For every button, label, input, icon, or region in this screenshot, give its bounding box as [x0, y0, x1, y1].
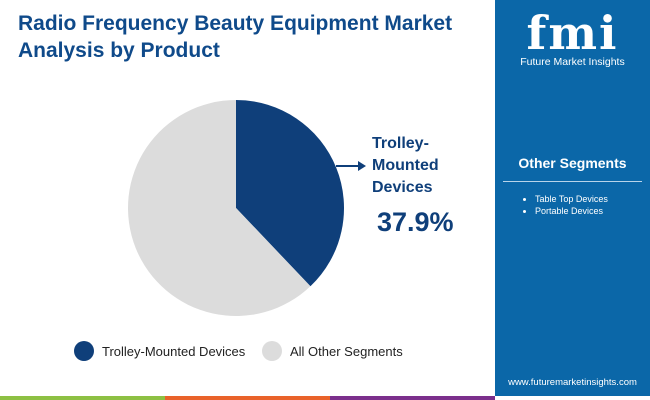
callout-value: 37.9% — [377, 207, 454, 237]
legend-swatch — [74, 341, 94, 361]
segment-item: Table Top Devices — [535, 193, 608, 205]
footer-bar-orange — [165, 396, 330, 400]
sidebar: fmi Future Market Insights Other Segment… — [495, 0, 650, 396]
callout-label: Trolley- Mounted Devices — [372, 133, 439, 199]
other-segments-heading: Other Segments — [518, 155, 627, 171]
legend-swatch — [262, 341, 282, 361]
footer-bar-purple — [330, 396, 495, 400]
fmi-logo: fmi Future Market Insights — [495, 8, 650, 68]
website-url: www.futuremarketinsights.com — [508, 377, 637, 388]
callout-arrow-head — [358, 161, 366, 171]
callout-line: Trolley- — [372, 135, 429, 152]
other-segments-list: Table Top Devices Portable Devices — [517, 193, 608, 217]
logo-mark: fmi — [526, 6, 619, 60]
pie-chart — [128, 100, 366, 316]
legend-label: Trolley-Mounted Devices — [102, 343, 246, 359]
segment-item: Portable Devices — [535, 205, 608, 217]
legend-item-trolley: Trolley-Mounted Devices — [74, 341, 245, 361]
footer-bar-green — [0, 396, 165, 400]
callout-line: Devices — [372, 179, 433, 196]
callout-line: Mounted — [372, 157, 439, 174]
chart-title: Radio Frequency Beauty Equipment Market … — [18, 12, 453, 62]
legend-label: All Other Segments — [290, 343, 403, 359]
pie-slice-other-segments — [128, 100, 311, 316]
divider — [503, 181, 642, 182]
logo-name: Future Market Insights — [520, 56, 625, 68]
pie-slice-trolley-mounted — [236, 100, 345, 287]
legend-item-other: All Other Segments — [262, 341, 403, 361]
